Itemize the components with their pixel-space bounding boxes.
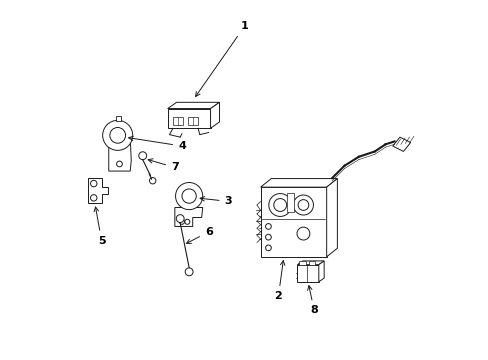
Circle shape — [293, 195, 313, 215]
Polygon shape — [175, 207, 203, 226]
Polygon shape — [108, 137, 131, 171]
Circle shape — [90, 180, 97, 187]
Bar — [287, 193, 293, 212]
Bar — [115, 116, 121, 121]
Polygon shape — [88, 178, 108, 203]
Circle shape — [175, 183, 203, 210]
Bar — [260, 187, 326, 257]
Circle shape — [298, 200, 308, 210]
Polygon shape — [318, 261, 324, 282]
Circle shape — [149, 177, 156, 184]
Circle shape — [273, 199, 286, 211]
Circle shape — [116, 161, 122, 167]
Polygon shape — [297, 261, 324, 265]
Circle shape — [296, 227, 309, 240]
Text: 7: 7 — [148, 159, 178, 172]
Circle shape — [139, 152, 146, 159]
Bar — [299, 261, 305, 265]
Circle shape — [110, 127, 125, 143]
Bar — [173, 117, 183, 125]
Circle shape — [182, 189, 196, 203]
Polygon shape — [392, 137, 410, 152]
Polygon shape — [167, 102, 219, 109]
Circle shape — [268, 194, 291, 216]
Text: 8: 8 — [307, 285, 317, 315]
Bar — [308, 261, 315, 265]
Polygon shape — [210, 102, 219, 128]
Text: 1: 1 — [195, 21, 248, 96]
Bar — [297, 265, 318, 282]
Text: 6: 6 — [186, 227, 212, 243]
Circle shape — [185, 268, 193, 276]
Bar — [167, 109, 210, 128]
Polygon shape — [326, 179, 337, 257]
Circle shape — [102, 120, 132, 150]
Bar — [188, 117, 198, 125]
Text: 5: 5 — [94, 207, 105, 246]
Circle shape — [90, 195, 97, 201]
Polygon shape — [260, 179, 337, 187]
Circle shape — [265, 234, 271, 240]
Text: 4: 4 — [128, 136, 185, 151]
Circle shape — [265, 245, 271, 251]
Text: 2: 2 — [274, 261, 285, 301]
Text: 3: 3 — [200, 197, 232, 206]
Circle shape — [184, 219, 189, 224]
Circle shape — [179, 219, 184, 224]
Circle shape — [176, 215, 184, 222]
Circle shape — [265, 224, 271, 229]
